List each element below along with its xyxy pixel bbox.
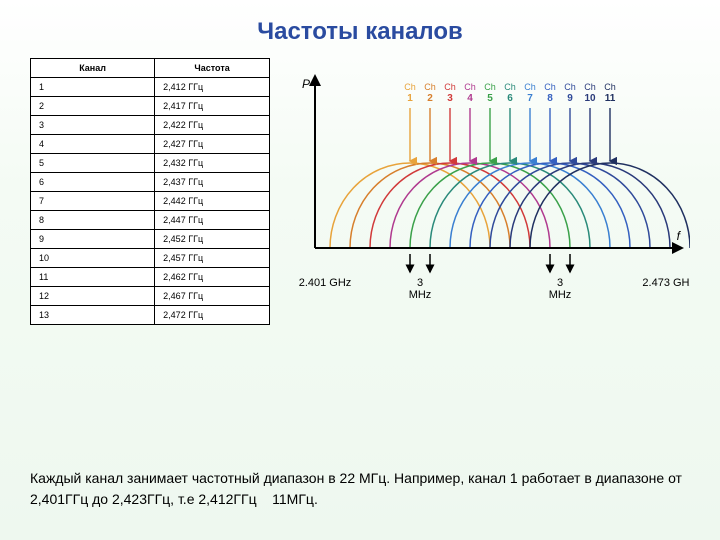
channel-arc <box>410 163 570 248</box>
table-cell: 2,452 ГГц <box>155 230 270 249</box>
table-header-freq: Частота <box>155 59 270 78</box>
table-cell: 2,447 ГГц <box>155 211 270 230</box>
channel-arc <box>330 163 490 248</box>
table-cell: 2,467 ГГц <box>155 287 270 306</box>
table-cell: 3 <box>31 116 155 135</box>
table-row: 82,447 ГГц <box>31 211 270 230</box>
table-row: 132,472 ГГц <box>31 306 270 325</box>
freq-left: 2.401 GHz <box>299 277 352 289</box>
channel-label: Ch <box>444 82 456 92</box>
caption-text: Каждый канал занимает частотный диапазон… <box>30 468 690 510</box>
table-cell: 5 <box>31 154 155 173</box>
table-cell: 10 <box>31 249 155 268</box>
channel-label: Ch <box>604 82 616 92</box>
table-cell: 2 <box>31 97 155 116</box>
table-cell: 8 <box>31 211 155 230</box>
table-cell: 4 <box>31 135 155 154</box>
freq-right: 2.473 GHz <box>642 277 690 289</box>
table-cell: 1 <box>31 78 155 97</box>
channel-number: 2 <box>427 93 433 104</box>
channel-number: 11 <box>605 93 616 104</box>
gap-unit: MHz <box>549 289 572 301</box>
channel-label: Ch <box>564 82 576 92</box>
channel-number: 3 <box>447 93 453 104</box>
table-cell: 13 <box>31 306 155 325</box>
table-row: 32,422 ГГц <box>31 116 270 135</box>
table-cell: 2,412 ГГц <box>155 78 270 97</box>
channel-label: Ch <box>464 82 476 92</box>
table-header-channel: Канал <box>31 59 155 78</box>
channel-number: 10 <box>584 93 596 104</box>
channel-arc <box>530 163 690 248</box>
channel-label: Ch <box>404 82 416 92</box>
content-row: Канал Частота 12,412 ГГц22,417 ГГц32,422… <box>0 58 720 338</box>
table-cell: 11 <box>31 268 155 287</box>
table-row: 122,467 ГГц <box>31 287 270 306</box>
channel-arc <box>430 163 590 248</box>
channel-arc <box>370 163 530 248</box>
channel-arc <box>450 163 610 248</box>
table-cell: 2,422 ГГц <box>155 116 270 135</box>
table-cell: 2,442 ГГц <box>155 192 270 211</box>
gap-value: 3 <box>557 277 563 289</box>
channel-label: Ch <box>504 82 516 92</box>
channel-number: 7 <box>527 93 533 104</box>
gap-value: 3 <box>417 277 423 289</box>
frequency-table: Канал Частота 12,412 ГГц22,417 ГГц32,422… <box>30 58 270 325</box>
channel-arc <box>490 163 650 248</box>
channel-number: 4 <box>467 93 473 104</box>
page-title: Частоты каналов <box>0 0 720 58</box>
table-cell: 2,472 ГГц <box>155 306 270 325</box>
table-cell: 2,432 ГГц <box>155 154 270 173</box>
table-row: 72,442 ГГц <box>31 192 270 211</box>
channel-number: 5 <box>487 93 493 104</box>
table-cell: 2,417 ГГц <box>155 97 270 116</box>
table-cell: 2,457 ГГц <box>155 249 270 268</box>
channel-chart: Ch1Ch2Ch3Ch4Ch5Ch6Ch7Ch8Ch9Ch10Ch11Pf3MH… <box>290 58 690 338</box>
channel-label: Ch <box>424 82 436 92</box>
table-row: 42,427 ГГц <box>31 135 270 154</box>
table-cell: 6 <box>31 173 155 192</box>
table-cell: 12 <box>31 287 155 306</box>
table-cell: 2,427 ГГц <box>155 135 270 154</box>
table-cell: 2,437 ГГц <box>155 173 270 192</box>
channel-arc <box>470 163 630 248</box>
table-row: 62,437 ГГц <box>31 173 270 192</box>
chart-svg: Ch1Ch2Ch3Ch4Ch5Ch6Ch7Ch8Ch9Ch10Ch11Pf3MH… <box>290 58 690 328</box>
channel-label: Ch <box>584 82 596 92</box>
channel-number: 6 <box>507 93 513 104</box>
channel-arc <box>510 163 670 248</box>
channel-label: Ch <box>524 82 536 92</box>
y-axis-label: P <box>302 77 310 91</box>
table-row: 92,452 ГГц <box>31 230 270 249</box>
table-row: 102,457 ГГц <box>31 249 270 268</box>
channel-number: 8 <box>547 93 553 104</box>
channel-number: 9 <box>567 93 573 104</box>
channel-arc <box>350 163 510 248</box>
channel-label: Ch <box>484 82 496 92</box>
table-cell: 7 <box>31 192 155 211</box>
x-axis-label: f <box>677 229 682 243</box>
table-row: 112,462 ГГц <box>31 268 270 287</box>
table-row: 52,432 ГГц <box>31 154 270 173</box>
table-cell: 9 <box>31 230 155 249</box>
table-row: 12,412 ГГц <box>31 78 270 97</box>
table-row: 22,417 ГГц <box>31 97 270 116</box>
table-cell: 2,462 ГГц <box>155 268 270 287</box>
channel-arc <box>390 163 550 248</box>
channel-number: 1 <box>407 93 413 104</box>
channel-label: Ch <box>544 82 556 92</box>
gap-unit: MHz <box>409 289 432 301</box>
